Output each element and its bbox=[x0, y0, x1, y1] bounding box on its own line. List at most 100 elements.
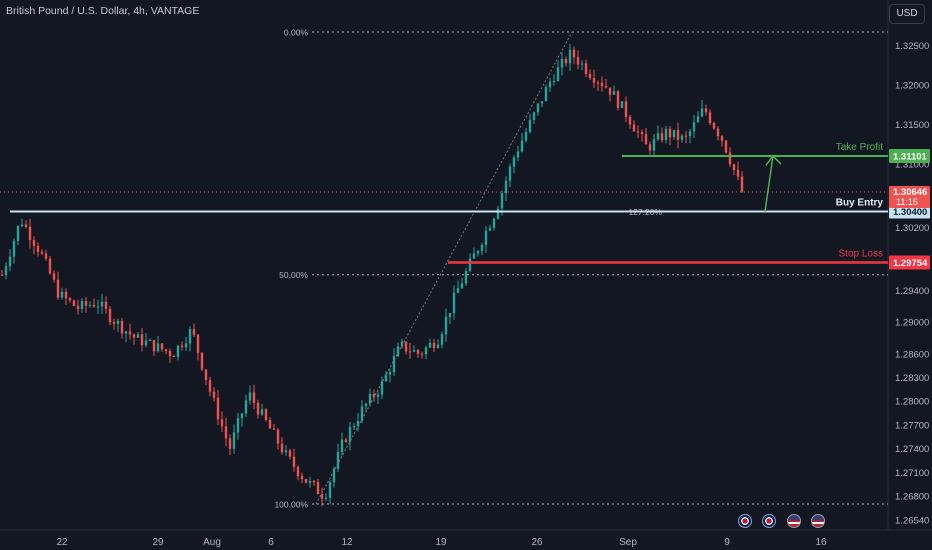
candle-body bbox=[668, 128, 672, 138]
candle-body bbox=[4, 266, 8, 275]
candle-body bbox=[144, 340, 148, 346]
candle-body bbox=[720, 136, 724, 141]
candle-body bbox=[448, 313, 452, 317]
candle-body bbox=[316, 482, 320, 495]
candle-body bbox=[640, 132, 644, 134]
candle-body bbox=[312, 480, 316, 483]
fib-trend-line bbox=[315, 31, 573, 505]
target-arrow-shaft bbox=[764, 155, 774, 212]
candle-body bbox=[68, 298, 72, 301]
candle-body bbox=[516, 151, 520, 158]
buy-entry-label: Buy Entry bbox=[836, 197, 884, 208]
candle-body bbox=[228, 438, 232, 449]
candle-body bbox=[456, 288, 460, 293]
current-price-tag: 1.30646 bbox=[893, 187, 927, 198]
candle-body bbox=[736, 169, 740, 177]
candle-body bbox=[252, 392, 256, 403]
candle-body bbox=[644, 133, 648, 145]
candle-body bbox=[76, 305, 80, 310]
time-tick-label: 26 bbox=[531, 537, 543, 548]
fib-level-label: 50.00% bbox=[279, 270, 308, 280]
candle-body bbox=[584, 63, 588, 74]
candle-body bbox=[176, 345, 180, 357]
candle-body bbox=[340, 439, 344, 453]
candle-body bbox=[204, 369, 208, 381]
candle-body bbox=[84, 300, 88, 306]
price-tick-label: 1.26800 bbox=[895, 492, 929, 503]
candle-body bbox=[196, 334, 200, 353]
candle-body bbox=[52, 273, 56, 280]
candle-body bbox=[616, 91, 620, 108]
candle-body bbox=[512, 157, 516, 167]
candle-body bbox=[628, 116, 632, 125]
candle-body bbox=[212, 391, 216, 398]
time-tick-label: 19 bbox=[435, 537, 447, 548]
candle-body bbox=[400, 341, 404, 347]
candle-body bbox=[480, 244, 484, 251]
candle-body bbox=[568, 49, 572, 64]
candle-body bbox=[248, 392, 252, 401]
candle-body bbox=[300, 476, 304, 479]
candle-body bbox=[572, 49, 576, 58]
candle-body bbox=[356, 420, 360, 427]
candle-body bbox=[288, 450, 292, 457]
time-tick-label: 9 bbox=[724, 537, 730, 548]
candle-body bbox=[20, 224, 24, 227]
candle-body bbox=[116, 320, 120, 324]
candle-body bbox=[348, 427, 352, 442]
uk-flag-icon[interactable] bbox=[738, 514, 752, 528]
candle-body bbox=[332, 468, 336, 483]
candle-body bbox=[504, 180, 508, 194]
candle-body bbox=[740, 176, 744, 192]
take-profit-price-tag-bg bbox=[889, 149, 930, 164]
candle-body bbox=[344, 439, 348, 442]
candle-body bbox=[436, 344, 440, 348]
price-tick-label: 1.29400 bbox=[895, 286, 929, 297]
price-tick-label: 1.31000 bbox=[895, 160, 929, 171]
fib-level-label: 100.00% bbox=[274, 500, 308, 510]
candle-body bbox=[580, 63, 584, 65]
time-tick-label: Aug bbox=[203, 537, 221, 548]
candle-body bbox=[164, 349, 168, 352]
candle-body bbox=[132, 334, 136, 338]
candle-body bbox=[272, 428, 276, 430]
take-profit-label: Take Profit bbox=[836, 142, 883, 153]
candle-body bbox=[28, 226, 32, 241]
candle-body bbox=[632, 124, 636, 132]
candle-body bbox=[532, 112, 536, 120]
candle-body bbox=[136, 334, 140, 338]
candle-body bbox=[224, 426, 228, 439]
candle-body bbox=[128, 331, 132, 335]
buy-entry-price-tag: 1.30400 bbox=[893, 207, 927, 218]
stop-loss-price-tag: 1.29754 bbox=[893, 258, 928, 269]
time-tick-label: 16 bbox=[815, 537, 827, 548]
candle-body bbox=[48, 258, 52, 274]
candle-body bbox=[488, 227, 492, 231]
candle-body bbox=[460, 283, 464, 289]
candle-body bbox=[712, 123, 716, 129]
price-tick-label: 1.32500 bbox=[895, 41, 929, 52]
us-flag-icon[interactable] bbox=[811, 514, 826, 528]
candle-body bbox=[60, 291, 64, 298]
candle-body bbox=[64, 291, 68, 299]
candle-body bbox=[564, 58, 568, 64]
currency-button[interactable]: USD bbox=[889, 4, 925, 24]
symbol-title: British Pound / U.S. Dollar, 4h, VANTAGE bbox=[6, 5, 200, 17]
candle-body bbox=[148, 340, 152, 342]
time-tick-label: 22 bbox=[56, 537, 68, 548]
candle-body bbox=[384, 374, 388, 382]
candle-body bbox=[560, 58, 564, 68]
us-flag-icon[interactable] bbox=[786, 514, 801, 528]
candle-body bbox=[36, 245, 40, 252]
time-tick-label: 12 bbox=[341, 537, 353, 548]
candle-body bbox=[528, 119, 532, 132]
candle-body bbox=[724, 140, 728, 153]
price-tick-label: 1.26540 bbox=[895, 515, 929, 526]
uk-flag-icon[interactable] bbox=[762, 514, 777, 528]
candle-body bbox=[80, 300, 84, 310]
candle-body bbox=[112, 322, 116, 324]
candle-body bbox=[232, 432, 236, 449]
candle-body bbox=[496, 208, 500, 219]
candle-body bbox=[416, 350, 420, 354]
